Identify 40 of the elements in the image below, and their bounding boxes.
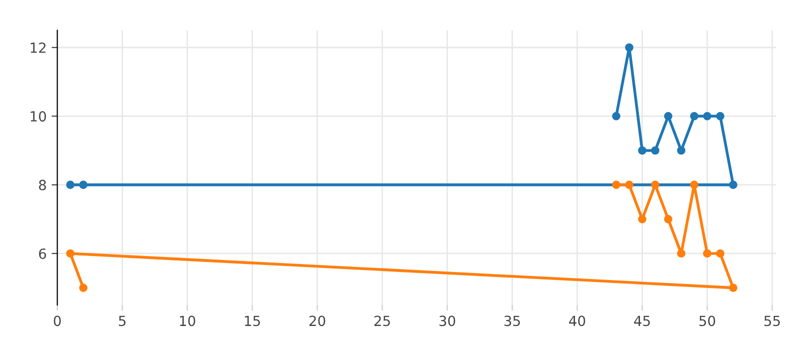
point bbox=[79, 284, 88, 292]
x-tick-label: 25 bbox=[374, 316, 390, 326]
point bbox=[612, 112, 620, 120]
x-tick-label: 40 bbox=[569, 316, 586, 326]
point bbox=[79, 180, 88, 189]
y-tick-label: 10 bbox=[30, 111, 46, 122]
point bbox=[703, 249, 712, 258]
x-tick-label: 50 bbox=[699, 316, 716, 326]
y-tick-label: 12 bbox=[30, 42, 46, 53]
point bbox=[690, 180, 698, 189]
x-tick-label: 55 bbox=[764, 316, 780, 326]
point bbox=[677, 146, 686, 155]
point bbox=[625, 43, 634, 52]
x-tick-label: 45 bbox=[634, 316, 650, 326]
point bbox=[612, 180, 620, 189]
x-tick-label: 20 bbox=[309, 316, 326, 326]
y-tick-label: 6 bbox=[39, 248, 46, 259]
point bbox=[664, 214, 672, 224]
point bbox=[690, 112, 698, 120]
point bbox=[625, 180, 634, 189]
point bbox=[651, 146, 660, 155]
x-tick-label: 15 bbox=[244, 316, 260, 326]
x-tick-label: 10 bbox=[180, 316, 196, 326]
x-tick-label: 30 bbox=[439, 316, 456, 326]
point bbox=[729, 180, 738, 189]
x-tick-label: 0 bbox=[54, 316, 61, 326]
point bbox=[638, 146, 646, 155]
point bbox=[66, 180, 74, 189]
point bbox=[716, 112, 724, 120]
point bbox=[651, 180, 660, 189]
x-tick-label: 35 bbox=[504, 316, 520, 326]
y-tick-label: 8 bbox=[39, 180, 46, 190]
point bbox=[677, 249, 686, 258]
x-tick-label: 5 bbox=[118, 316, 126, 326]
point bbox=[638, 214, 646, 224]
point bbox=[729, 284, 738, 292]
point bbox=[66, 249, 74, 258]
point bbox=[664, 112, 672, 120]
point bbox=[703, 112, 712, 120]
point bbox=[716, 249, 724, 258]
